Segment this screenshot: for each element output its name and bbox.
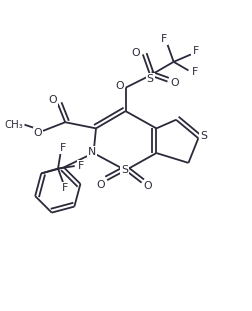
Text: S: S — [121, 165, 128, 175]
Text: F: F — [192, 67, 198, 77]
Text: O: O — [170, 78, 179, 88]
Text: O: O — [97, 179, 105, 190]
Text: O: O — [34, 128, 42, 138]
Text: CH₃: CH₃ — [5, 120, 23, 130]
Text: O: O — [49, 95, 57, 105]
Text: O: O — [132, 48, 140, 58]
Text: F: F — [161, 34, 167, 44]
Text: S: S — [147, 74, 154, 84]
Text: F: F — [193, 46, 200, 56]
Text: F: F — [62, 183, 69, 193]
Text: S: S — [200, 131, 207, 141]
Text: O: O — [143, 181, 152, 191]
Text: F: F — [78, 161, 84, 171]
Text: F: F — [60, 143, 66, 153]
Text: N: N — [88, 147, 97, 157]
Text: O: O — [115, 81, 124, 91]
